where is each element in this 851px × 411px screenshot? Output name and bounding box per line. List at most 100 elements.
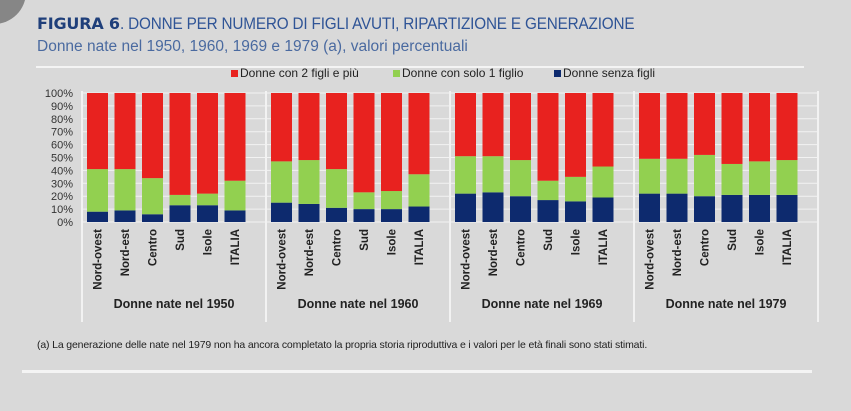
bar-segment-two-plus-children <box>455 93 476 157</box>
bar-segment-no-children <box>271 202 292 222</box>
bar-segment-no-children <box>326 207 347 222</box>
x-tick-label: Centro <box>700 229 712 266</box>
bar-segment-no-children <box>694 196 715 222</box>
bar-segment-no-children <box>482 192 504 222</box>
bar-segment-one-child <box>694 154 715 197</box>
bar-segment-one-child <box>224 180 246 211</box>
divider-bottom-right <box>500 370 812 373</box>
bar-segment-two-plus-children <box>353 93 375 193</box>
x-tick-label: Nord-est <box>488 229 500 276</box>
bar-segment-two-plus-children <box>326 93 347 170</box>
bar-segment-no-children <box>353 209 375 222</box>
bar-segment-no-children <box>87 211 108 222</box>
x-tick-label: Isole <box>203 229 215 255</box>
x-tick-label: Centro <box>516 229 528 266</box>
bar-segment-one-child <box>639 158 660 194</box>
bar-segment-no-children <box>592 197 614 222</box>
x-tick-label: Nord-est <box>120 229 132 276</box>
bar-segment-one-child <box>455 156 476 194</box>
chart-subtitle: Donne nate nel 1950, 1960, 1969 e 1979 (… <box>37 38 468 55</box>
bar-segment-one-child <box>565 176 586 202</box>
bar-segment-one-child <box>87 169 108 212</box>
bar-segment-one-child <box>381 191 402 210</box>
bar-segment-two-plus-children <box>298 93 320 161</box>
bar-segment-two-plus-children <box>87 93 108 170</box>
footnote: (a) La generazione delle nate nel 1979 n… <box>37 339 648 351</box>
bar-segment-one-child <box>326 169 347 208</box>
bar-segment-one-child <box>142 178 163 215</box>
bar-segment-no-children <box>381 209 402 222</box>
legend-label: Donne con solo 1 figlio <box>402 66 524 80</box>
bar-segment-no-children <box>776 194 798 222</box>
bar-segment-two-plus-children <box>142 93 163 179</box>
legend: Donne con 2 figli e più Donne con solo 1… <box>0 66 851 82</box>
divider-bottom <box>22 370 512 373</box>
bar-segment-one-child <box>197 193 218 206</box>
x-tick-label: Nord-est <box>672 229 684 276</box>
bar-segment-two-plus-children <box>749 93 770 162</box>
bar-segment-two-plus-children <box>271 93 292 162</box>
y-tick-label: 80% <box>51 114 73 126</box>
bar-segment-two-plus-children <box>639 93 660 159</box>
title-text: . DONNE PER NUMERO DI FIGLI AVUTI, RIPAR… <box>119 14 635 33</box>
y-tick-label: 100% <box>45 88 73 100</box>
group-label: Donne nate nel 1960 <box>298 297 419 311</box>
x-tick-label: Nord-est <box>304 229 316 276</box>
bar-segment-two-plus-children <box>537 93 559 181</box>
bar-segment-two-plus-children <box>224 93 246 181</box>
bar-segment-two-plus-children <box>510 93 531 161</box>
bar-segment-two-plus-children <box>482 93 504 157</box>
bar-segment-one-child <box>510 160 531 197</box>
chart-title: FIGURA 6. DONNE PER NUMERO DI FIGLI AVUT… <box>37 14 691 34</box>
x-tick-label: Sud <box>727 229 739 251</box>
group-label: Donne nate nel 1969 <box>482 297 603 311</box>
x-tick-label: Nord-ovest <box>93 229 105 290</box>
bar-segment-no-children <box>224 210 246 222</box>
bar-segment-no-children <box>537 200 559 222</box>
x-tick-label: Isole <box>571 229 583 255</box>
legend-label: Donne senza figli <box>563 66 656 80</box>
x-tick-label: ITALIA <box>414 229 426 265</box>
legend-swatch-one <box>393 69 400 77</box>
bar-segment-no-children <box>197 205 218 222</box>
bar-segment-one-child <box>169 194 191 206</box>
x-tick-label: Isole <box>755 229 767 255</box>
bar-segment-two-plus-children <box>666 93 688 159</box>
bar-segment-no-children <box>298 203 320 222</box>
bar-segment-one-child <box>482 156 504 193</box>
x-tick-label: ITALIA <box>782 229 794 265</box>
bar-segment-two-plus-children <box>197 93 218 194</box>
y-axis: 0%10%20%30%40%50%60%70%80%90%100% <box>45 88 73 229</box>
bar-segment-no-children <box>408 206 430 222</box>
bar-segment-two-plus-children <box>114 93 136 170</box>
group-label: Donne nate nel 1979 <box>666 297 787 311</box>
bar-segment-no-children <box>721 194 743 222</box>
bar-segment-one-child <box>776 160 798 195</box>
y-tick-label: 20% <box>51 191 73 203</box>
bar-segment-one-child <box>721 163 743 195</box>
bar-segment-one-child <box>353 192 375 210</box>
x-tick-label: Nord-ovest <box>277 229 289 290</box>
bar-segment-no-children <box>169 205 191 222</box>
y-tick-label: 50% <box>51 153 73 165</box>
group-label: Donne nate nel 1950 <box>114 297 235 311</box>
bar-segment-two-plus-children <box>694 93 715 155</box>
figure-label: FIGURA 6 <box>37 14 120 33</box>
legend-item-one: Donne con solo 1 figlio <box>393 66 523 80</box>
y-tick-label: 0% <box>57 217 73 229</box>
bar-segment-two-plus-children <box>592 93 614 167</box>
bar-segment-one-child <box>408 174 430 207</box>
bar-segment-two-plus-children <box>721 93 743 164</box>
divider-top <box>36 66 804 68</box>
bar-segment-one-child <box>298 160 320 204</box>
bar-segment-two-plus-children <box>408 93 430 175</box>
x-tick-label: Nord-ovest <box>645 229 657 290</box>
bar-segment-one-child <box>271 161 292 203</box>
legend-item-two-plus: Donne con 2 figli e più <box>231 66 359 80</box>
x-tick-label: Isole <box>387 229 399 255</box>
bar-segment-two-plus-children <box>776 93 798 161</box>
y-tick-label: 70% <box>51 127 73 139</box>
bar-segment-one-child <box>592 166 614 198</box>
bar-segment-two-plus-children <box>565 93 586 177</box>
